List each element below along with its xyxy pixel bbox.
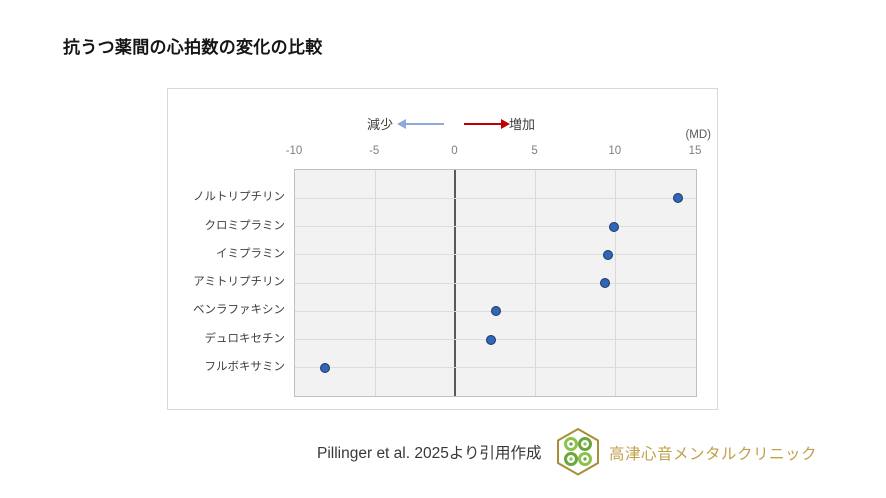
page-title: 抗うつ薬間の心拍数の変化の比較: [63, 38, 323, 57]
x-tick-label: 5: [531, 145, 538, 157]
data-point: [673, 193, 684, 204]
category-label: デュロキセチン: [204, 332, 286, 345]
data-point: [320, 362, 331, 373]
clinic-name: 高津心音メンタルクリニック: [609, 446, 818, 463]
increase-label: 増加: [509, 117, 536, 132]
decrease-arrow-line: [405, 123, 444, 125]
h-gridline: [295, 367, 696, 369]
h-gridline: [295, 282, 696, 284]
data-point: [602, 249, 613, 260]
category-label: クロミプラミン: [204, 219, 286, 232]
x-tick-label: -10: [285, 145, 303, 157]
category-label: イミプラミン: [216, 247, 285, 260]
x-tick-label: 15: [688, 145, 702, 157]
category-label: ノルトリプチリン: [193, 191, 285, 204]
x-tick-label: 0: [451, 145, 458, 157]
chart-container: 減少 増加 (MD) -10 -5 0 5 10 15 ノルトリプチリンクロミプラミンイミ…: [167, 88, 718, 410]
data-point: [490, 306, 501, 317]
category-label: ベンラファキシン: [193, 304, 285, 317]
category-label: アミトリプチリン: [193, 276, 285, 288]
h-gridline: [295, 197, 696, 199]
data-point: [599, 278, 610, 288]
h-gridline: [295, 226, 696, 227]
increase-arrow-icon: [501, 119, 510, 129]
decrease-arrow-icon: [397, 119, 406, 129]
category-label: フルボキサミン: [204, 360, 286, 373]
decrease-label: 減少: [367, 117, 394, 132]
h-gridline: [295, 254, 696, 256]
data-point: [485, 334, 496, 345]
source-attribution: Pillinger et al. 2025より引用作成: [317, 445, 542, 462]
plot-area: [294, 169, 697, 397]
increase-arrow-line: [464, 123, 502, 125]
data-point: [609, 221, 620, 232]
x-tick-label: 10: [608, 145, 622, 157]
x-tick-label: -5: [369, 145, 380, 157]
clinic-logo-icon: [555, 427, 601, 477]
unit-label: (MD): [685, 129, 711, 141]
